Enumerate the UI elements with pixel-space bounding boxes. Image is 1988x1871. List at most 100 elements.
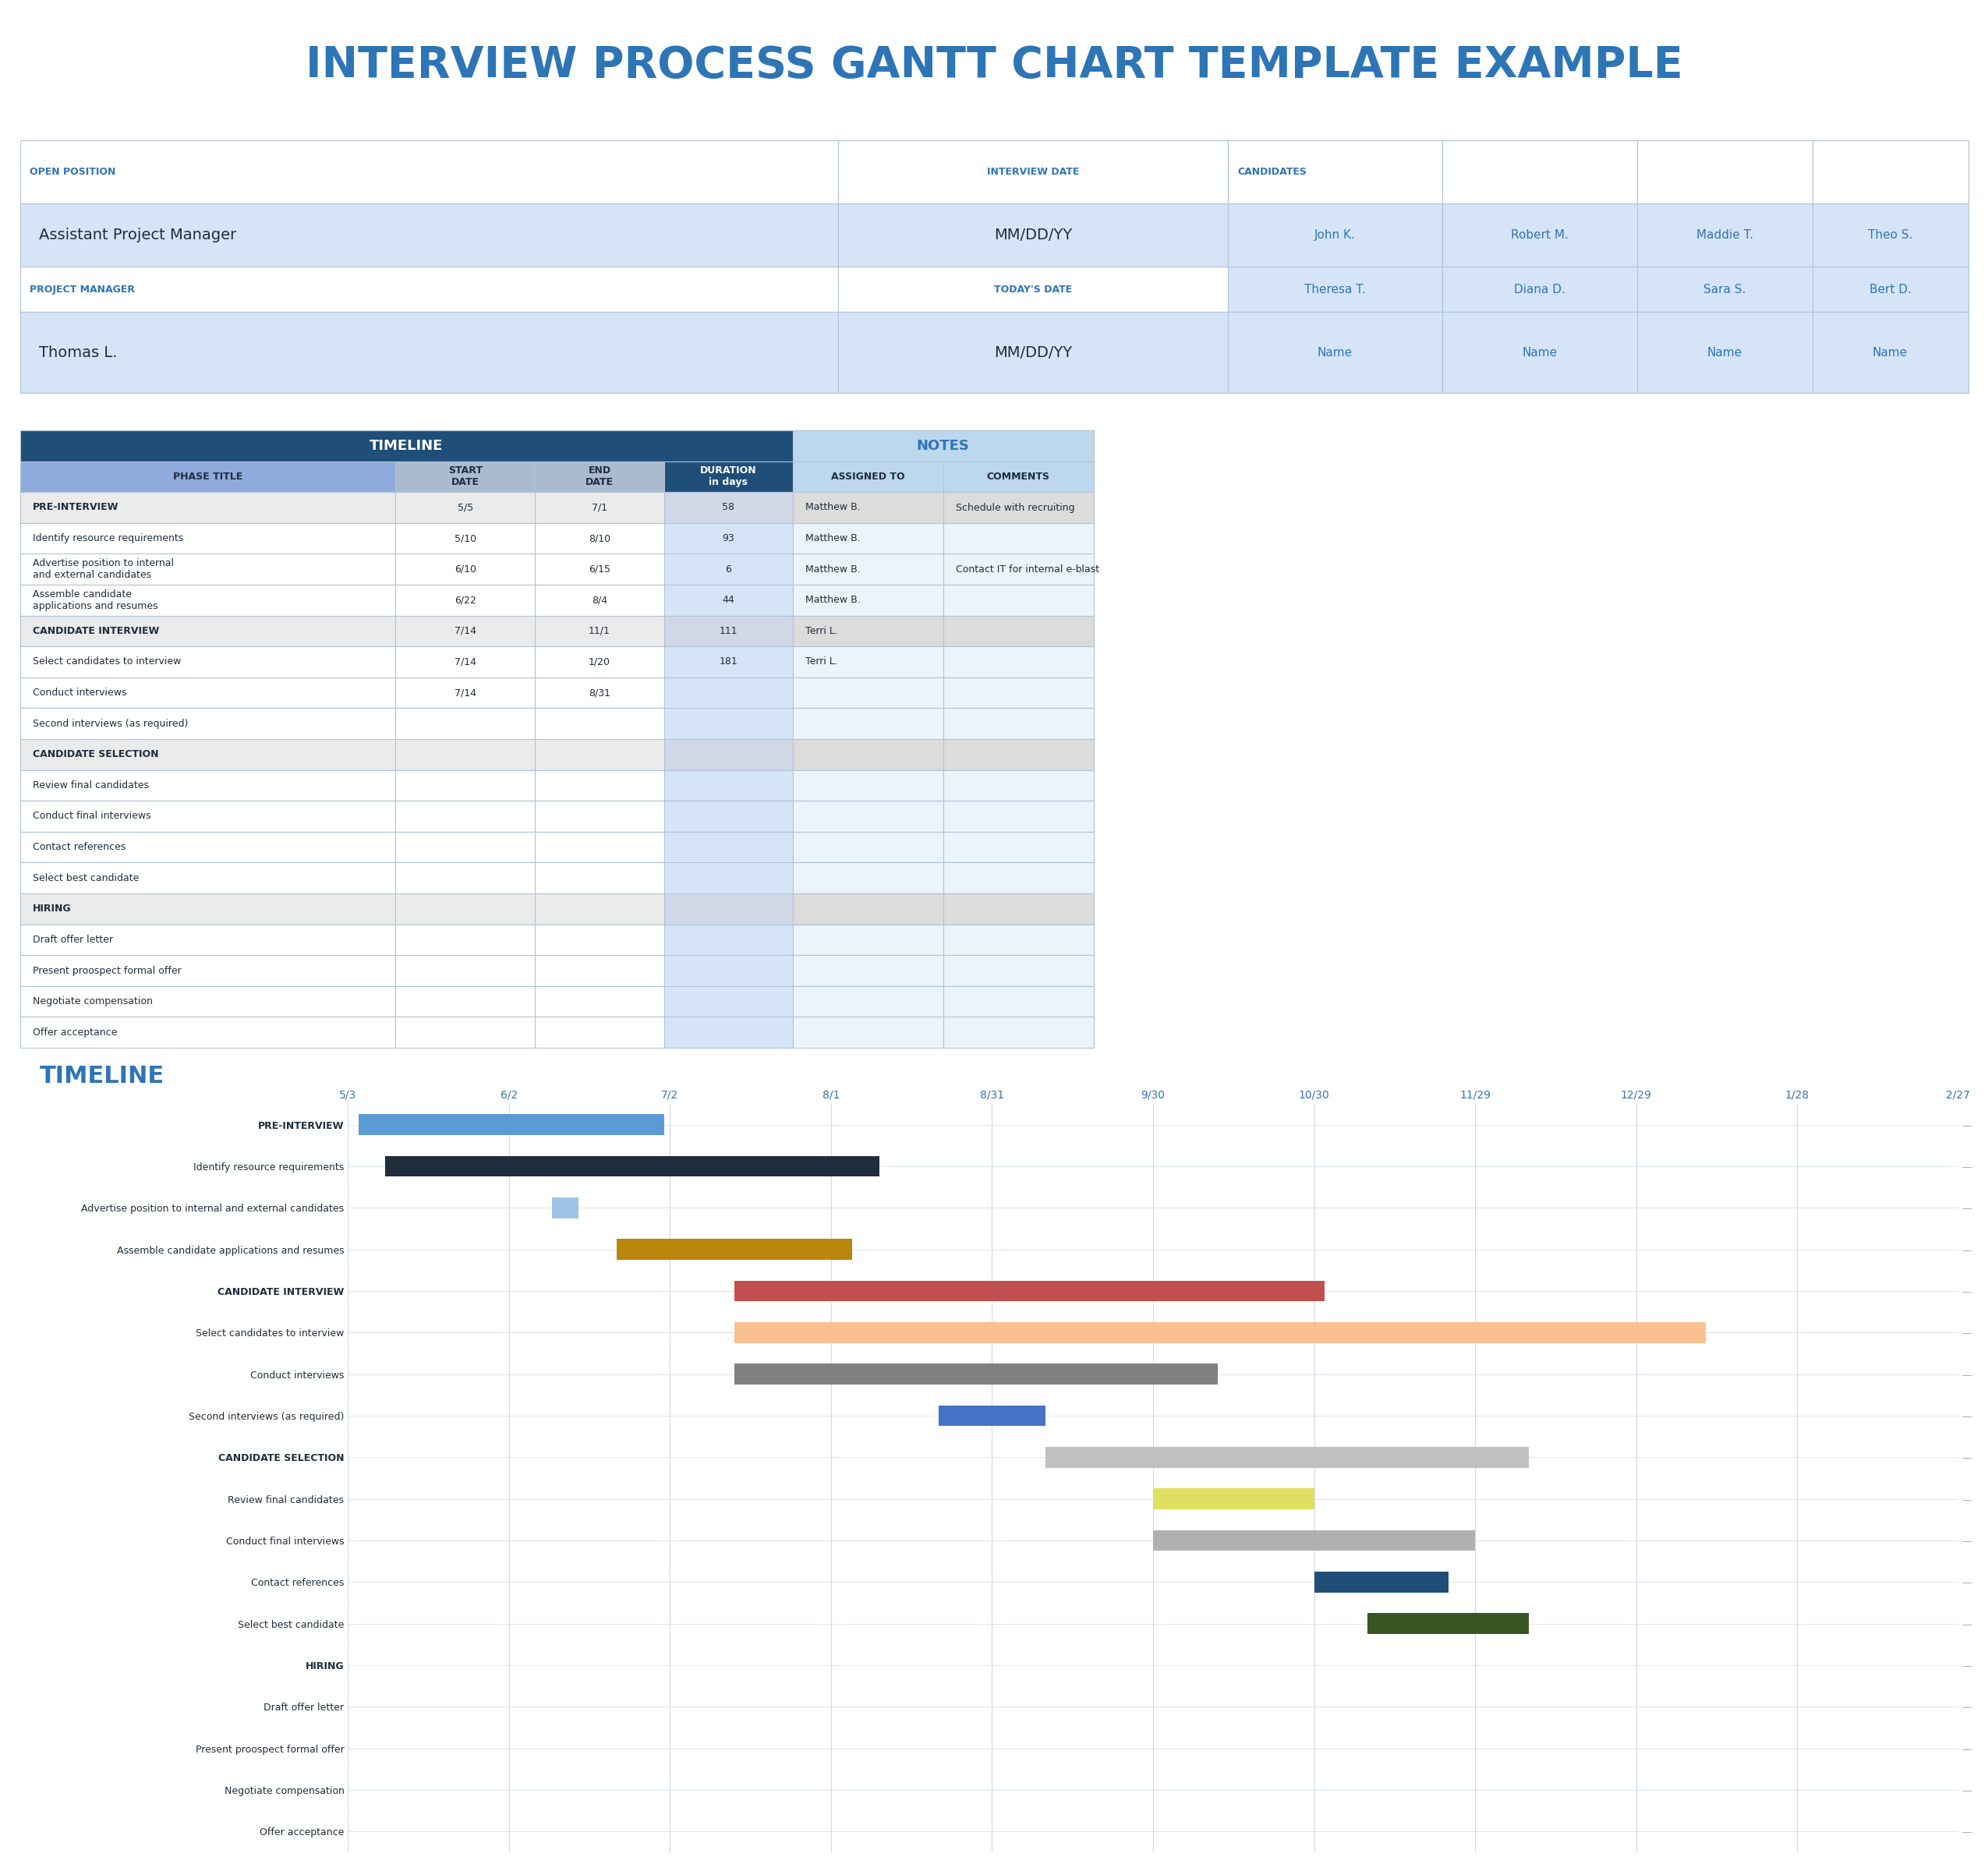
Bar: [396, 707, 535, 739]
Bar: [535, 460, 664, 492]
Bar: [535, 647, 664, 677]
Bar: [942, 707, 1093, 739]
Bar: [664, 863, 793, 892]
Bar: [942, 801, 1093, 831]
Text: COMMENTS: COMMENTS: [986, 471, 1050, 481]
Text: CANDIDATE SELECTION: CANDIDATE SELECTION: [32, 750, 159, 760]
Bar: [1368, 1613, 1529, 1633]
Text: 6/15: 6/15: [588, 565, 610, 574]
Text: Terri L.: Terri L.: [805, 627, 839, 636]
Bar: [396, 1018, 535, 1048]
Text: CANDIDATES: CANDIDATES: [1237, 167, 1306, 178]
Bar: [664, 924, 793, 954]
Bar: [942, 863, 1093, 892]
Bar: [793, 492, 942, 524]
Bar: [1441, 266, 1636, 312]
Bar: [20, 460, 396, 492]
Bar: [20, 522, 396, 554]
Text: 8/4: 8/4: [592, 595, 608, 604]
Bar: [396, 956, 535, 986]
Bar: [1813, 312, 1968, 393]
Bar: [942, 584, 1093, 616]
Text: Diana D.: Diana D.: [1513, 284, 1565, 296]
Bar: [942, 739, 1093, 771]
Text: Theresa T.: Theresa T.: [1304, 284, 1366, 296]
Bar: [664, 554, 793, 584]
Text: Draft offer letter: Draft offer letter: [32, 936, 113, 945]
Bar: [942, 522, 1093, 554]
Bar: [20, 707, 396, 739]
Bar: [396, 863, 535, 892]
Bar: [664, 492, 793, 524]
Bar: [1229, 140, 1441, 204]
Bar: [20, 554, 396, 584]
Text: 111: 111: [720, 627, 738, 636]
Bar: [1441, 312, 1636, 393]
Text: Name: Name: [1708, 346, 1741, 359]
Bar: [20, 924, 396, 954]
Text: HIRING: HIRING: [32, 904, 72, 913]
Text: Name: Name: [1318, 346, 1352, 359]
Bar: [20, 894, 396, 924]
Bar: [793, 831, 942, 863]
Bar: [535, 1018, 664, 1048]
Bar: [396, 584, 535, 616]
Text: OPEN POSITION: OPEN POSITION: [30, 167, 115, 178]
Bar: [938, 1405, 1046, 1426]
Bar: [1636, 312, 1813, 393]
Bar: [664, 584, 793, 616]
Bar: [839, 140, 1229, 204]
Text: Matthew B.: Matthew B.: [805, 503, 861, 513]
Text: Matthew B.: Matthew B.: [805, 565, 861, 574]
Bar: [1046, 1446, 1529, 1467]
Bar: [793, 430, 1093, 460]
Bar: [942, 924, 1093, 954]
Bar: [20, 831, 396, 863]
Bar: [20, 863, 396, 892]
Bar: [942, 986, 1093, 1018]
Text: NOTES: NOTES: [916, 440, 970, 453]
Bar: [20, 986, 396, 1018]
Bar: [793, 584, 942, 616]
Bar: [664, 522, 793, 554]
Bar: [20, 584, 396, 616]
Bar: [535, 986, 664, 1018]
Bar: [535, 863, 664, 892]
Bar: [664, 986, 793, 1018]
Bar: [839, 312, 1229, 393]
Text: INTERVIEW PROCESS GANTT CHART TEMPLATE EXAMPLE: INTERVIEW PROCESS GANTT CHART TEMPLATE E…: [306, 45, 1682, 86]
Bar: [664, 1018, 793, 1048]
Bar: [942, 956, 1093, 986]
Bar: [535, 956, 664, 986]
Text: Contact references: Contact references: [32, 842, 125, 851]
Text: Robert M.: Robert M.: [1511, 228, 1569, 241]
Text: Present proospect formal offer: Present proospect formal offer: [32, 965, 181, 975]
Bar: [793, 460, 942, 492]
Bar: [664, 801, 793, 831]
Bar: [664, 707, 793, 739]
Bar: [942, 894, 1093, 924]
Text: 93: 93: [722, 533, 734, 543]
Text: 8/10: 8/10: [588, 533, 610, 543]
Bar: [20, 266, 839, 312]
Bar: [396, 492, 535, 524]
Bar: [396, 924, 535, 954]
Text: MM/DD/YY: MM/DD/YY: [994, 228, 1072, 243]
Bar: [839, 204, 1229, 266]
Bar: [535, 616, 664, 647]
Bar: [535, 739, 664, 771]
Bar: [664, 739, 793, 771]
Bar: [1229, 266, 1441, 312]
Text: MM/DD/YY: MM/DD/YY: [994, 344, 1072, 359]
Text: Thomas L.: Thomas L.: [40, 344, 117, 359]
Bar: [793, 894, 942, 924]
Text: Contact IT for internal e-blast: Contact IT for internal e-blast: [956, 565, 1099, 574]
Bar: [734, 1323, 1706, 1343]
Bar: [664, 647, 793, 677]
Bar: [793, 986, 942, 1018]
Bar: [396, 771, 535, 801]
Bar: [1813, 204, 1968, 266]
Bar: [839, 266, 1229, 312]
Text: Conduct interviews: Conduct interviews: [32, 689, 127, 698]
Text: 5/5: 5/5: [457, 503, 473, 513]
